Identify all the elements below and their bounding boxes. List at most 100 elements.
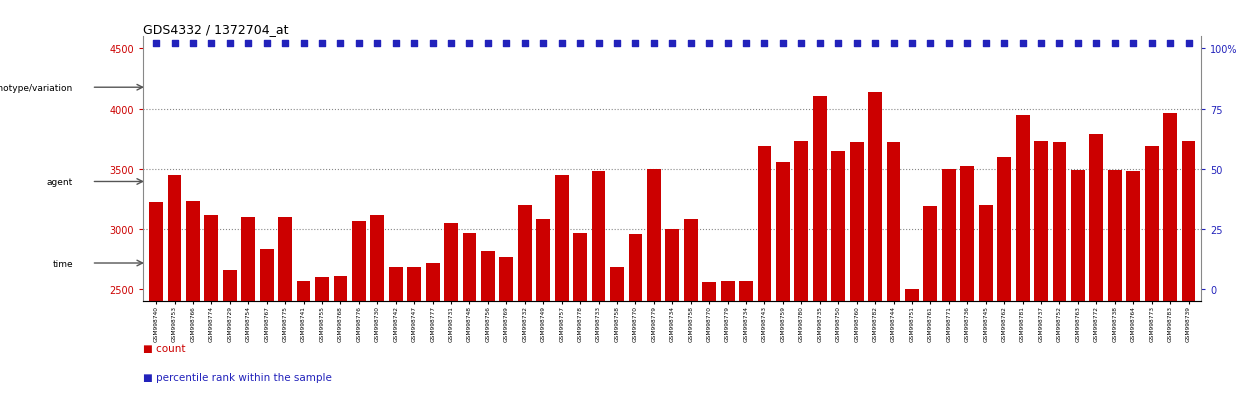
Point	[828, 40, 848, 47]
Bar	[537, 220, 550, 413]
Bar	[1016, 115, 1030, 413]
Bar	[278, 217, 293, 413]
Point	[1123, 40, 1143, 47]
Bar	[423, 225, 515, 301]
Bar	[1143, 225, 1198, 301]
Point	[1087, 40, 1107, 47]
Point	[515, 40, 535, 47]
Bar	[647, 169, 661, 413]
Bar	[1089, 135, 1103, 413]
Point	[608, 40, 627, 47]
Point	[422, 40, 442, 47]
Text: 2hrs: 2hrs	[183, 259, 203, 268]
Point	[256, 40, 276, 47]
Bar	[444, 223, 458, 413]
Bar	[147, 225, 239, 301]
Point	[809, 40, 829, 47]
Text: 24hrs: 24hrs	[1020, 259, 1045, 268]
Bar	[610, 268, 624, 413]
Bar	[149, 203, 163, 413]
Text: ■ percentile rank within the sample: ■ percentile rank within the sample	[143, 372, 332, 382]
Bar	[848, 225, 921, 301]
Bar	[921, 225, 995, 301]
Point	[478, 40, 498, 47]
Text: 4hrs: 4hrs	[792, 259, 812, 268]
Bar	[463, 233, 477, 413]
Point	[939, 40, 959, 47]
Point	[736, 40, 756, 47]
Text: 2hrs: 2hrs	[552, 259, 571, 268]
Point	[625, 40, 645, 47]
Text: 12hrs: 12hrs	[457, 259, 482, 268]
Point	[884, 40, 904, 47]
Point	[1012, 40, 1032, 47]
Text: ■ count: ■ count	[143, 343, 186, 353]
Text: control: control	[924, 83, 955, 93]
Point	[386, 40, 406, 47]
Bar	[924, 206, 937, 413]
Bar	[1108, 171, 1122, 413]
Bar	[589, 225, 681, 301]
Point	[920, 40, 940, 47]
Bar	[534, 139, 681, 225]
Point	[1104, 40, 1124, 47]
Bar	[223, 270, 237, 413]
Bar	[334, 276, 347, 413]
Bar	[481, 251, 494, 413]
Text: Pdx1 overexpression: Pdx1 overexpression	[367, 83, 461, 93]
Text: 6hrs: 6hrs	[874, 259, 894, 268]
Bar	[979, 205, 992, 413]
Bar	[260, 250, 274, 413]
Bar	[868, 93, 881, 413]
Point	[1160, 40, 1180, 47]
Bar	[534, 225, 589, 301]
Bar	[591, 172, 605, 413]
Bar	[1182, 142, 1195, 413]
Point	[1050, 40, 1069, 47]
Point	[773, 40, 793, 47]
Bar	[886, 143, 900, 413]
Point	[717, 40, 737, 47]
Text: time: time	[52, 259, 73, 268]
Bar	[388, 268, 402, 413]
Point	[367, 40, 387, 47]
Bar	[776, 162, 789, 413]
Bar	[204, 215, 218, 413]
Point	[754, 40, 774, 47]
Point	[662, 40, 682, 47]
Point	[164, 40, 184, 47]
Point	[792, 40, 812, 47]
Point	[349, 40, 369, 47]
Text: 24hrs: 24hrs	[1158, 259, 1183, 268]
Point	[681, 40, 701, 47]
Point	[1068, 40, 1088, 47]
Bar	[239, 225, 331, 301]
Bar	[681, 37, 1198, 139]
Text: 24hrs: 24hrs	[512, 259, 538, 268]
Bar	[499, 257, 513, 413]
Bar	[740, 281, 753, 413]
Bar	[315, 278, 329, 413]
Text: GDS4332 / 1372704_at: GDS4332 / 1372704_at	[143, 23, 289, 36]
Bar	[168, 176, 182, 413]
Bar	[1068, 139, 1198, 225]
Bar	[1127, 172, 1140, 413]
Point	[294, 40, 314, 47]
Point	[275, 40, 295, 47]
Point	[202, 40, 222, 47]
Text: agent: agent	[47, 178, 73, 187]
Text: 6hrs: 6hrs	[367, 259, 387, 268]
Bar	[813, 97, 827, 413]
Bar	[186, 202, 200, 413]
Bar	[1052, 143, 1067, 413]
Bar	[515, 225, 534, 301]
Bar	[147, 37, 681, 139]
Text: 4hrs: 4hrs	[275, 259, 295, 268]
Bar	[756, 225, 848, 301]
Point	[865, 40, 885, 47]
Bar	[960, 167, 974, 413]
Point	[570, 40, 590, 47]
Bar	[629, 234, 642, 413]
Bar	[721, 281, 735, 413]
Text: 2hrs: 2hrs	[1096, 259, 1116, 268]
